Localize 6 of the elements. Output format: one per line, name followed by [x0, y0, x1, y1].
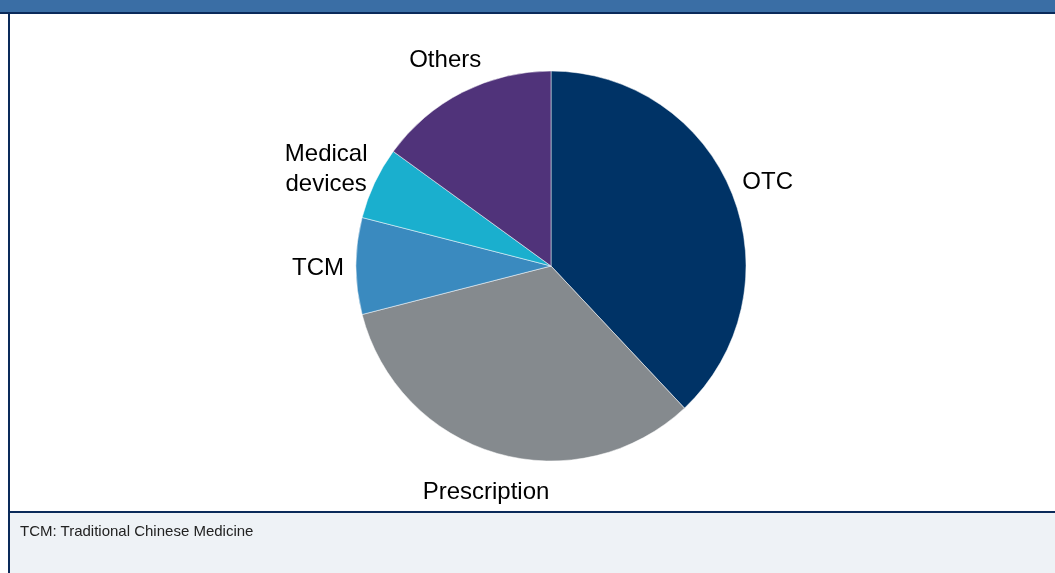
text: TCM: Traditional Chinese Medicine	[20, 522, 254, 539]
slice-label: TCM	[292, 252, 344, 280]
slice-label: Prescription	[422, 476, 550, 504]
slice-label: OTC	[742, 166, 793, 194]
slice-label: Others	[409, 44, 482, 72]
slice-label: Medical devices	[284, 138, 368, 196]
